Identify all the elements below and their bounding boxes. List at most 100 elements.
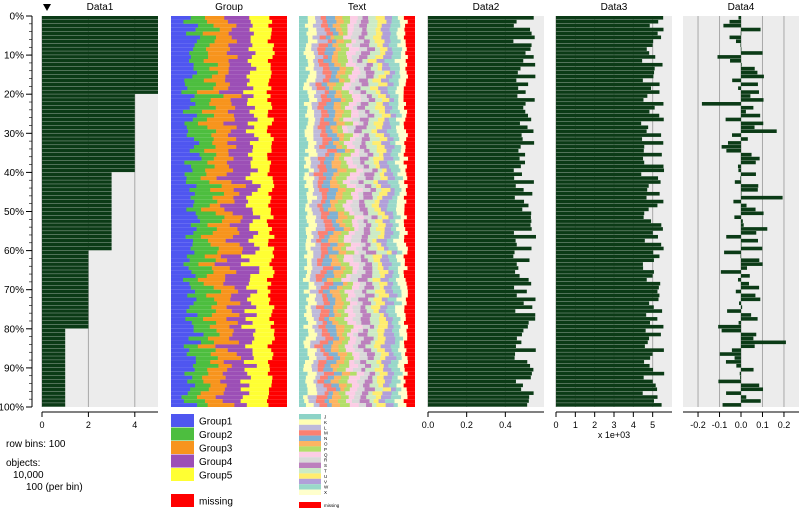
group-missing-segment: [267, 59, 287, 63]
group-segment: [247, 98, 268, 103]
text-segment: [299, 293, 310, 298]
data4-x-tick-label: 0.1: [756, 420, 769, 430]
data1-bar: [42, 403, 66, 407]
text-segment: [383, 285, 392, 290]
text-segment: [314, 188, 320, 192]
text-segment: [355, 125, 367, 130]
text-segment: [310, 344, 315, 349]
text-segment: [365, 141, 373, 146]
text-segment: [375, 371, 380, 376]
text-segment: [318, 102, 327, 106]
text-segment: [371, 203, 380, 208]
text-segment: [322, 141, 329, 146]
data1-bar: [42, 250, 89, 255]
data4-bar: [731, 348, 741, 352]
text-segment: [336, 207, 345, 212]
text-segment: [322, 289, 331, 294]
group-segment: [171, 231, 194, 235]
text-segment: [320, 348, 326, 353]
text-segment: [367, 375, 373, 380]
text-segment: [359, 47, 368, 52]
data3-bar: [556, 313, 647, 317]
text-segment: [340, 387, 345, 392]
text-segment: [360, 254, 365, 259]
text-segment: [397, 375, 404, 380]
text-segment: [359, 145, 367, 149]
text-segment: [354, 348, 364, 353]
group-segment: [171, 113, 198, 118]
group-segment: [237, 320, 253, 325]
text-segment: [316, 320, 323, 325]
data1-bar: [42, 59, 158, 63]
text-segment: [363, 195, 374, 200]
group-segment: [189, 305, 212, 310]
text-segment: [324, 274, 335, 278]
text-missing-segment: [406, 215, 415, 220]
text-segment: [331, 383, 340, 388]
text-segment: [307, 16, 316, 20]
text-segment: [357, 379, 366, 384]
group-segment: [186, 31, 204, 36]
text-segment: [307, 387, 317, 392]
text-segment: [369, 39, 376, 44]
data4-bar: [741, 98, 764, 102]
text-segment: [394, 145, 402, 149]
text-segment: [341, 152, 352, 157]
text-segment: [316, 387, 328, 392]
text-legend-swatch: [299, 468, 321, 474]
text-segment: [362, 16, 369, 20]
group-segment: [171, 145, 195, 149]
text-segment: [367, 238, 373, 243]
group-segment: [236, 145, 254, 149]
text-segment: [351, 39, 357, 44]
group-segment: [217, 250, 243, 255]
text-segment: [336, 148, 346, 153]
text-segment: [354, 231, 365, 235]
text-segment: [359, 383, 364, 388]
group-segment: [171, 301, 194, 306]
group-segment: [201, 156, 215, 161]
text-segment: [299, 137, 307, 142]
text-segment: [331, 258, 339, 263]
group-segment: [171, 367, 195, 372]
group-segment: [224, 207, 253, 212]
group-legend-label: Group2: [199, 430, 233, 441]
text-segment: [334, 274, 342, 278]
text-segment: [327, 231, 334, 235]
data2-bar: [428, 297, 536, 302]
text-segment: [354, 148, 360, 153]
text-segment: [333, 102, 341, 106]
text-segment: [373, 176, 381, 181]
text-segment: [376, 242, 382, 247]
text-segment: [387, 324, 394, 329]
text-segment: [379, 199, 389, 204]
data2-bar: [428, 383, 523, 388]
text-segment: [363, 328, 369, 333]
text-missing-segment: [405, 145, 415, 149]
data1-bar: [42, 141, 135, 145]
text-segment: [314, 281, 325, 286]
text-segment: [313, 137, 323, 142]
group-legend-swatch: [171, 441, 194, 454]
text-segment: [327, 43, 333, 48]
data4-bar: [738, 16, 741, 20]
group-segment: [242, 246, 260, 251]
text-segment: [299, 19, 309, 24]
group-segment: [171, 309, 187, 314]
text-segment: [374, 39, 385, 44]
group-missing-segment: [273, 215, 287, 220]
text-segment: [366, 145, 378, 149]
text-segment: [299, 94, 309, 99]
text-legend-missing-swatch: [299, 502, 321, 508]
text-segment: [372, 254, 383, 259]
group-segment: [230, 98, 248, 103]
data1-bar: [42, 266, 89, 270]
text-segment: [317, 39, 329, 44]
text-segment: [299, 156, 305, 161]
text-segment: [336, 176, 347, 181]
text-legend-swatch: [299, 462, 321, 468]
group-missing-segment: [272, 356, 287, 361]
group-segment: [257, 168, 270, 173]
data3-bar: [556, 274, 653, 278]
data1-bar: [42, 86, 158, 90]
